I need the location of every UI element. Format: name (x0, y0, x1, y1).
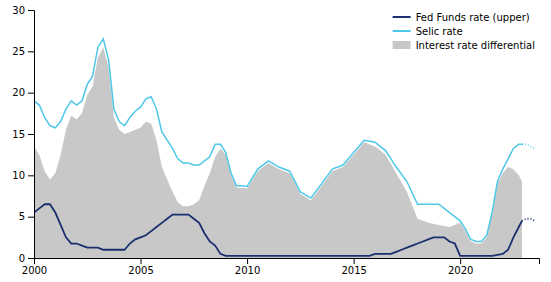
tick-mark (247, 258, 248, 264)
tick: 10 (12, 170, 34, 181)
tick-label: 25 (12, 46, 25, 57)
tick-label: 2000 (22, 265, 47, 276)
axis-line (28, 11, 35, 259)
tick-mark (28, 10, 34, 11)
legend-item: Fed Funds rate (upper) (393, 12, 530, 23)
legend-swatch (393, 16, 411, 18)
legend-label: Selic rate (416, 26, 463, 37)
tick-mark (28, 258, 34, 259)
tick: 20 (12, 87, 34, 98)
tick: 2005 (128, 258, 153, 276)
tick-mark (354, 258, 355, 264)
tick: 25 (12, 46, 34, 57)
legend-label: Fed Funds rate (upper) (416, 12, 530, 23)
tick-label: 30 (12, 5, 25, 16)
tick-label: 2010 (235, 265, 260, 276)
tick-mark (141, 258, 142, 264)
legend-swatch (393, 30, 411, 32)
tick-label: 15 (12, 129, 25, 140)
tick: 30 (12, 5, 34, 16)
tick-mark (28, 93, 34, 94)
tick-label: 2015 (341, 265, 366, 276)
line (522, 144, 535, 148)
tick-mark (28, 134, 34, 135)
tick: 0 (19, 253, 34, 264)
tick-label: 20 (12, 87, 25, 98)
area (34, 47, 522, 258)
legend-swatch (393, 41, 411, 49)
legend-item: Selic rate (393, 26, 463, 37)
x-axis: 2000 2005 2010 2015 2020 (22, 258, 540, 276)
tick-label: 2020 (448, 265, 473, 276)
tick: 2015 (341, 258, 366, 276)
axis-line (35, 259, 540, 265)
line (522, 219, 535, 221)
legend-label: Interest rate differential (416, 40, 535, 51)
tick: 5 (19, 211, 34, 222)
tick-label: 2005 (128, 265, 153, 276)
tick-mark (28, 217, 34, 218)
tick-label: 0 (19, 253, 25, 264)
tick-label: 5 (19, 211, 25, 222)
plot-area (34, 39, 535, 258)
tick: 15 (12, 129, 34, 140)
tick: 2020 (448, 258, 473, 276)
tick-mark (28, 51, 34, 52)
tick: 2000 (22, 258, 47, 276)
tick-mark (460, 258, 461, 264)
y-axis: 0 5 10 15 20 25 30 (12, 5, 34, 264)
chart: 2000 2005 2010 2015 2020 0 5 10 15 20 25 30 Fed Fund… (0, 0, 551, 282)
tick-mark (28, 175, 34, 176)
tick-label: 10 (12, 170, 25, 181)
legend-item: Interest rate differential (393, 40, 535, 51)
line (34, 39, 522, 242)
tick: 2010 (235, 258, 260, 276)
legend: Fed Funds rate (upper) Selic rate Interest… (393, 12, 535, 51)
